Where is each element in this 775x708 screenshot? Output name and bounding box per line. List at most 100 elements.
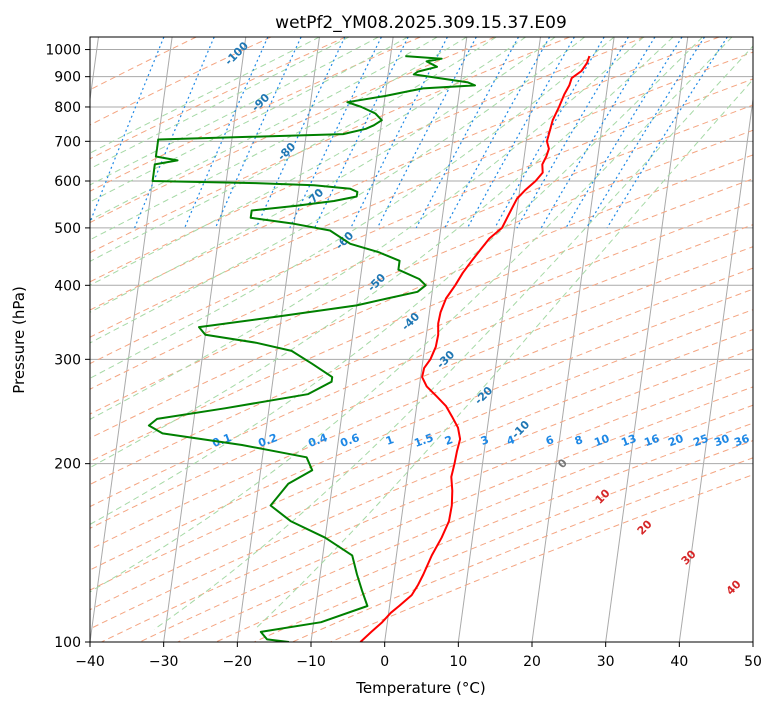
moist-adiabat xyxy=(90,37,497,262)
mixing-ratio-line xyxy=(214,37,302,229)
moist-adiabat xyxy=(90,37,438,221)
mixing-ratio-label: 10 xyxy=(592,432,611,450)
moist-adiabat xyxy=(90,37,379,186)
dry-adiabat xyxy=(177,404,753,642)
y-tick-label: 700 xyxy=(54,134,81,150)
mixing-ratio-line xyxy=(466,37,575,229)
isotherm-line xyxy=(236,37,320,642)
dry-adiabat xyxy=(90,37,645,283)
mixing-ratio-label: 3 xyxy=(479,433,491,448)
x-axis-title: Temperature (°C) xyxy=(355,679,485,697)
y-tick-label: 300 xyxy=(54,352,81,368)
x-tick-label: 40 xyxy=(670,654,688,670)
y-tick-label: 600 xyxy=(54,174,81,190)
moist-adiabat xyxy=(90,37,409,203)
x-tick-label: 50 xyxy=(744,654,762,670)
dry-adiabat xyxy=(90,104,753,390)
x-tick-label: −10 xyxy=(296,654,326,670)
temperature-profile-line xyxy=(359,55,591,642)
isotherm-line xyxy=(678,95,753,642)
mixing-ratio-label: 25 xyxy=(691,432,710,449)
moist-adiabat xyxy=(90,37,674,469)
dry-adiabat xyxy=(90,309,753,591)
dry-adiabat xyxy=(90,267,753,550)
dewpoint-profile-line xyxy=(147,55,476,642)
dry-adiabat xyxy=(90,348,753,630)
dry-adiabat xyxy=(139,386,753,642)
y-tick-label: 400 xyxy=(54,278,81,294)
isotherm-line xyxy=(605,37,689,642)
mixing-ratio-line xyxy=(565,37,683,229)
mixing-ratio-label: 1 xyxy=(384,433,396,448)
isotherm-line xyxy=(384,37,468,642)
mixing-ratio-label: 36 xyxy=(732,432,751,450)
dry-adiabat xyxy=(90,329,753,611)
mixing-ratio-label: 0.4 xyxy=(306,431,329,450)
mixing-ratio-line xyxy=(90,37,165,224)
profile-lines xyxy=(147,55,591,642)
dry-adiabat xyxy=(90,129,753,415)
mixing-ratio-line xyxy=(255,37,346,229)
mixing-ratio-label: 2 xyxy=(443,433,455,448)
moist-adiabats xyxy=(90,37,753,630)
x-tick-label: 20 xyxy=(523,654,541,670)
mixing-ratio-label: 0.1 xyxy=(210,431,233,450)
dry-adiabat xyxy=(101,367,753,642)
dry-adiabat xyxy=(90,51,753,338)
moist-adiabat xyxy=(90,37,615,379)
y-axis-title: Pressure (hPa) xyxy=(10,286,28,394)
x-tick-label: 30 xyxy=(597,654,615,670)
mixing-ratio-label: 1.5 xyxy=(412,431,435,450)
x-tick-label: −30 xyxy=(149,654,179,670)
moist-adiabat xyxy=(90,37,320,154)
moist-adiabat xyxy=(90,37,556,313)
x-tick-label: −40 xyxy=(75,654,105,670)
plot-area: -100-90-80-70-60-50-40-30-20-10010203040… xyxy=(90,37,753,642)
mixing-ratio-line xyxy=(540,37,656,229)
y-tick-label: 200 xyxy=(54,457,81,473)
dry-adiabat xyxy=(90,78,753,365)
mixing-ratio-line xyxy=(444,37,551,229)
dry-adiabat xyxy=(90,37,496,224)
dry-adiabat xyxy=(292,457,753,642)
y-tick-label: 100 xyxy=(54,635,81,651)
mixing-ratio-label: 30 xyxy=(712,432,731,450)
mixing-ratio-line xyxy=(376,37,477,229)
y-ticks: 1000 900 800 700 600 500 400 300 200 100 xyxy=(45,43,90,651)
chart-title: wetPf2_YM08.2025.309.15.37.E09 xyxy=(275,13,567,33)
y-tick-label: 500 xyxy=(54,221,81,237)
mixing-ratio-label: 20 xyxy=(666,432,685,450)
moist-adiabat xyxy=(90,37,703,525)
moist-adiabat xyxy=(90,37,733,593)
y-tick-label: 900 xyxy=(54,70,81,86)
x-tick-label: −20 xyxy=(223,654,253,670)
isotherm-line xyxy=(310,37,394,642)
moist-adiabat xyxy=(254,78,753,630)
mixing-ratio-label: 4 xyxy=(505,433,517,448)
y-tick-label: 1000 xyxy=(45,43,81,59)
mixing-ratio-label: 8 xyxy=(573,433,585,448)
x-ticks: −40 −30 −20 −10 0 10 20 30 40 50 xyxy=(75,642,762,670)
moist-adiabat xyxy=(90,37,526,286)
moist-adiabat xyxy=(90,37,350,170)
mixing-ratio-label: 16 xyxy=(642,432,661,450)
mixing-ratio-line xyxy=(516,37,629,229)
dry-adiabat xyxy=(90,288,753,571)
mixing-ratio-label: 0.2 xyxy=(256,431,279,450)
plot-frame xyxy=(89,36,754,643)
mixing-ratio-label: 6 xyxy=(544,433,556,448)
dry-adiabat xyxy=(215,422,753,642)
isotherm-line xyxy=(90,37,173,642)
dry-adiabat xyxy=(90,37,720,311)
x-tick-label: 10 xyxy=(449,654,467,670)
moist-adiabat xyxy=(90,37,644,420)
mixing-ratio-line xyxy=(289,37,382,229)
dry-adiabat xyxy=(253,440,753,642)
mixing-ratio-label: 13 xyxy=(619,432,638,449)
y-tick-label: 800 xyxy=(54,100,81,116)
mixing-ratio-line xyxy=(415,37,520,229)
x-tick-label: 0 xyxy=(380,654,389,670)
moist-adiabat xyxy=(90,37,468,241)
